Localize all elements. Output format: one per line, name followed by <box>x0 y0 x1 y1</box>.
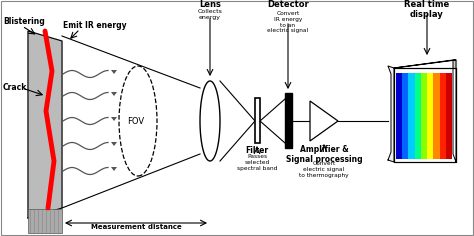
Text: Measurement distance: Measurement distance <box>91 224 182 230</box>
Bar <box>439 73 447 159</box>
Bar <box>402 73 409 159</box>
Polygon shape <box>388 66 394 162</box>
Text: Crack: Crack <box>3 84 27 93</box>
Bar <box>396 73 403 159</box>
Bar <box>285 93 292 148</box>
Bar <box>28 209 62 233</box>
Polygon shape <box>394 60 456 68</box>
Bar <box>394 68 456 162</box>
Text: Blistering: Blistering <box>3 17 45 25</box>
Bar <box>421 73 428 159</box>
Text: FOV: FOV <box>128 117 145 126</box>
Text: Real time
display: Real time display <box>404 0 450 19</box>
Polygon shape <box>111 70 117 74</box>
Text: Filter: Filter <box>246 146 269 155</box>
Bar <box>427 73 434 159</box>
Bar <box>446 73 453 159</box>
Polygon shape <box>111 92 117 96</box>
Polygon shape <box>310 101 338 141</box>
Text: Collects
energy: Collects energy <box>198 9 222 20</box>
Polygon shape <box>28 31 62 218</box>
Text: Passes
selected
spectral band: Passes selected spectral band <box>237 154 277 171</box>
Polygon shape <box>111 167 117 171</box>
Polygon shape <box>200 81 220 161</box>
Bar <box>255 98 260 143</box>
Text: Emit IR energy: Emit IR energy <box>63 21 127 30</box>
Polygon shape <box>453 60 456 162</box>
Text: Amplifier &
Signal processing: Amplifier & Signal processing <box>286 145 362 164</box>
Bar <box>394 68 456 162</box>
Bar <box>415 73 421 159</box>
Text: Detector: Detector <box>267 0 309 9</box>
Bar <box>433 73 440 159</box>
Polygon shape <box>111 142 117 146</box>
Polygon shape <box>111 117 117 121</box>
Text: Convert
IR energy
to an
electric signal: Convert IR energy to an electric signal <box>267 11 309 34</box>
Text: Convert
electric signal
to thermography: Convert electric signal to thermography <box>299 161 349 178</box>
Text: Lens: Lens <box>199 0 221 9</box>
Bar <box>409 73 415 159</box>
